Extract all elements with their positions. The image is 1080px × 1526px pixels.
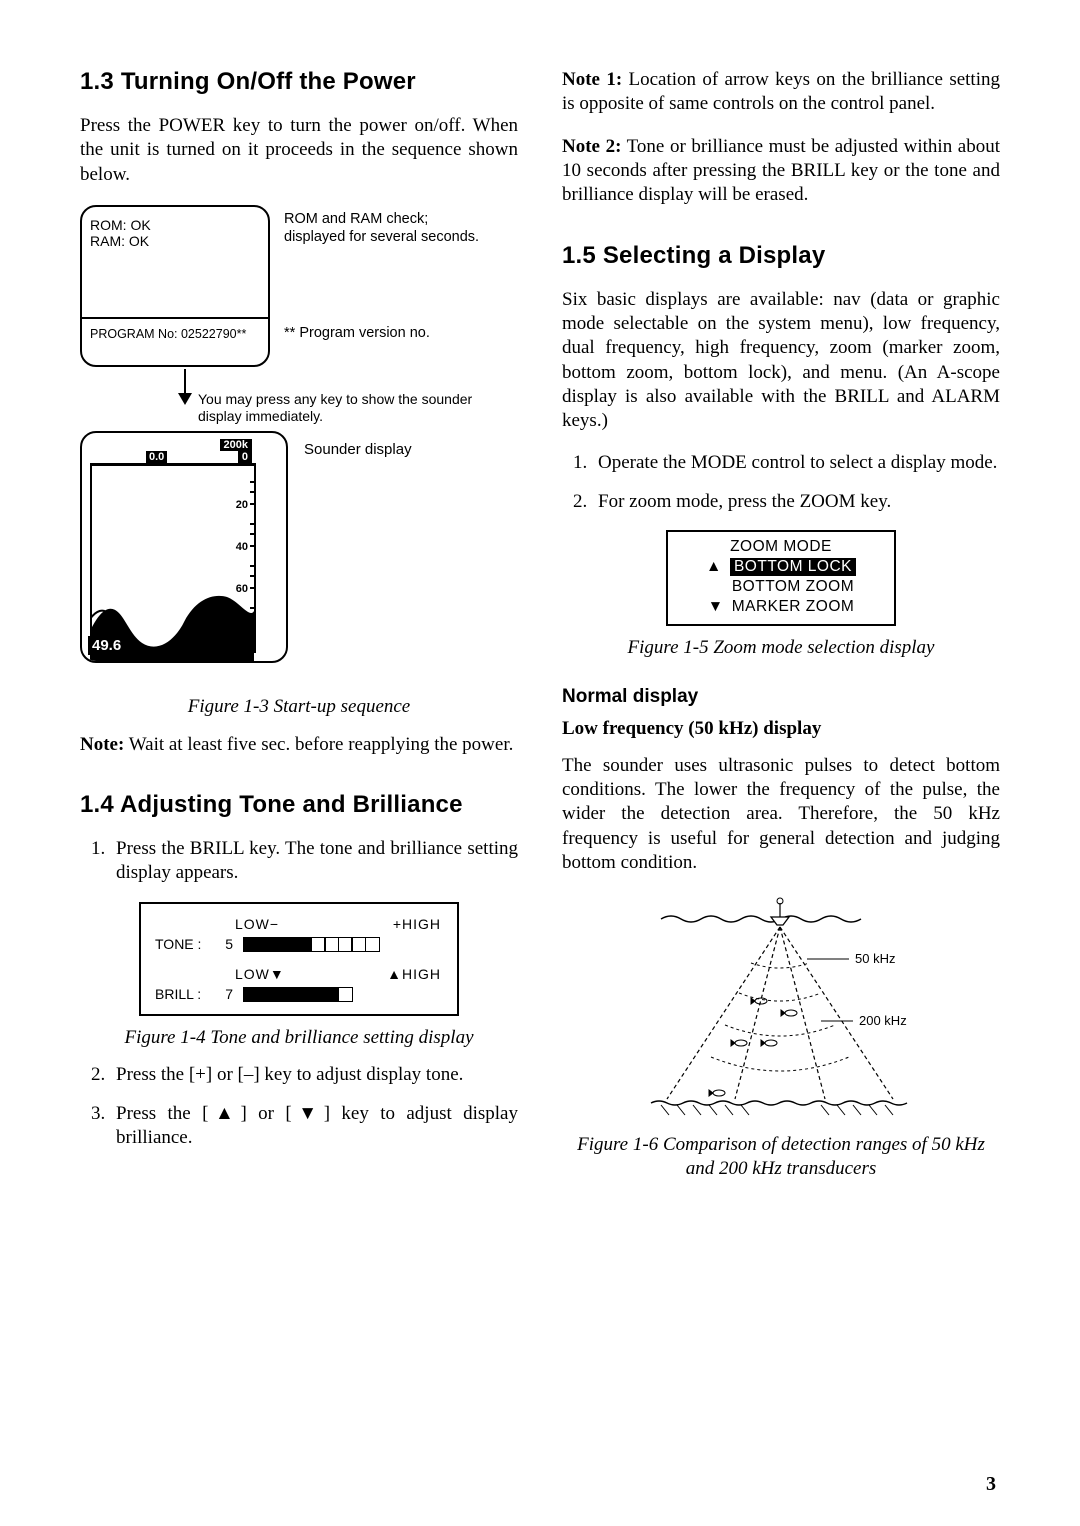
step-1-4-1: Press the BRILL key. The tone and brilli… [110,837,518,886]
brill-value: 7 [219,986,233,1002]
figure-1-3-caption: Figure 1-3 Start-up sequence [80,695,518,719]
right-column: Note 1: Location of arrow keys on the br… [562,68,1000,1195]
heading-low-freq: Low frequency (50 kHz) display [562,718,1000,740]
list-1-4: Press the BRILL key. The tone and brilli… [80,837,518,886]
note-2: Note 2: Tone or brilliance must be adjus… [562,135,1000,208]
brill-row: BRILL : 7 [155,986,443,1002]
tone-bar [243,937,378,952]
note-1: Note 1: Location of arrow keys on the br… [562,68,1000,117]
figure-1-3: ROM: OK RAM: OK PROGRAM No: 02522790** R… [80,205,500,685]
axis-20: 20 [236,499,248,511]
arrow-down-icon [184,369,186,395]
opt-marker-zoom: MARKER ZOOM [732,598,855,616]
list-1-4-cont: Press the [+] or [–] key to adjust displ… [80,1063,518,1150]
step-1-5-2: For zoom mode, press the ZOOM key. [592,490,1000,514]
opt-bottom-lock: BOTTOM LOCK [730,558,856,576]
figure-1-4: LOW− +HIGH TONE : 5 LOW▼ ▲HIGH BRILL : 7 [139,902,459,1016]
opt-bottom-zoom: BOTTOM ZOOM [732,578,854,596]
note-reapply: Note: Wait at least five sec. before rea… [80,733,518,757]
heading-1-5: 1.5 Selecting a Display [562,242,1000,270]
sounder-display: 200k 0.0 0 20 40 60 80 [80,431,288,663]
heading-normal-display: Normal display [562,686,1000,708]
note-label: Note: [80,734,124,755]
left-column: 1.3 Turning On/Off the Power Press the P… [80,68,518,1195]
figure-1-4-caption: Figure 1-4 Tone and brilliance setting d… [80,1026,518,1050]
ram-ok: RAM: OK [90,233,260,249]
press-any-key-note: You may press any key to show the sounde… [198,391,498,425]
label-200khz: 200 kHz [859,1013,907,1028]
sounder-display-label: Sounder display [304,441,412,459]
brill-bar [243,987,351,1002]
figure-1-6: 50 kHz 200 kHz [621,893,941,1123]
para-1-3: Press the POWER key to turn the power on… [80,114,518,187]
rom-ok: ROM: OK [90,217,260,233]
brill-high-label: ▲HIGH [387,966,441,982]
depth-zero-b: 0 [238,451,252,463]
figure-1-6-caption: Figure 1-6 Comparison of detection range… [562,1133,1000,1181]
para-low-freq: The sounder uses ultrasonic pulses to de… [562,754,1000,876]
label-50khz: 50 kHz [855,951,895,966]
brill-low-label: LOW▼ [235,966,285,982]
tone-value: 5 [219,936,233,952]
list-1-5: Operate the MODE control to select a dis… [562,451,1000,514]
freq-tag: 200k [220,439,252,451]
figure-1-5: ZOOM MODE ▲ BOTTOM LOCK BOTTOM ZOOM ▼ MA… [666,530,896,626]
up-arrow-icon: ▲ [706,558,724,576]
para-1-5: Six basic displays are available: nav (d… [562,288,1000,434]
zoom-mode-title: ZOOM MODE [678,538,884,556]
page-number: 3 [986,1473,996,1496]
romram-note: ROM and RAM check; displayed for several… [284,211,484,246]
tone-row: TONE : 5 [155,936,443,952]
down-arrow-icon: ▼ [708,598,726,616]
axis-40: 40 [236,541,248,553]
tone-high-label: +HIGH [393,916,441,932]
figure-1-5-caption: Figure 1-5 Zoom mode selection display [562,636,1000,660]
heading-1-3: 1.3 Turning On/Off the Power [80,68,518,96]
tone-label: TONE : [155,936,209,952]
step-1-4-2: Press the [+] or [–] key to adjust displ… [110,1063,518,1087]
program-no: PROGRAM No: 02522790** [90,327,260,341]
arrow-down-head-icon [178,393,192,405]
tone-low-label: LOW− [235,916,279,932]
heading-1-4: 1.4 Adjusting Tone and Brilliance [80,791,518,819]
depth-zero-a: 0.0 [146,451,167,463]
current-depth: 49.6 [88,636,125,655]
step-1-4-3: Press the [▲] or [▼] key to adjust displ… [110,1102,518,1151]
program-version-note: ** Program version no. [284,325,484,343]
brill-label: BRILL : [155,986,209,1002]
startup-box: ROM: OK RAM: OK PROGRAM No: 02522790** [80,205,270,367]
step-1-5-1: Operate the MODE control to select a dis… [592,451,1000,475]
